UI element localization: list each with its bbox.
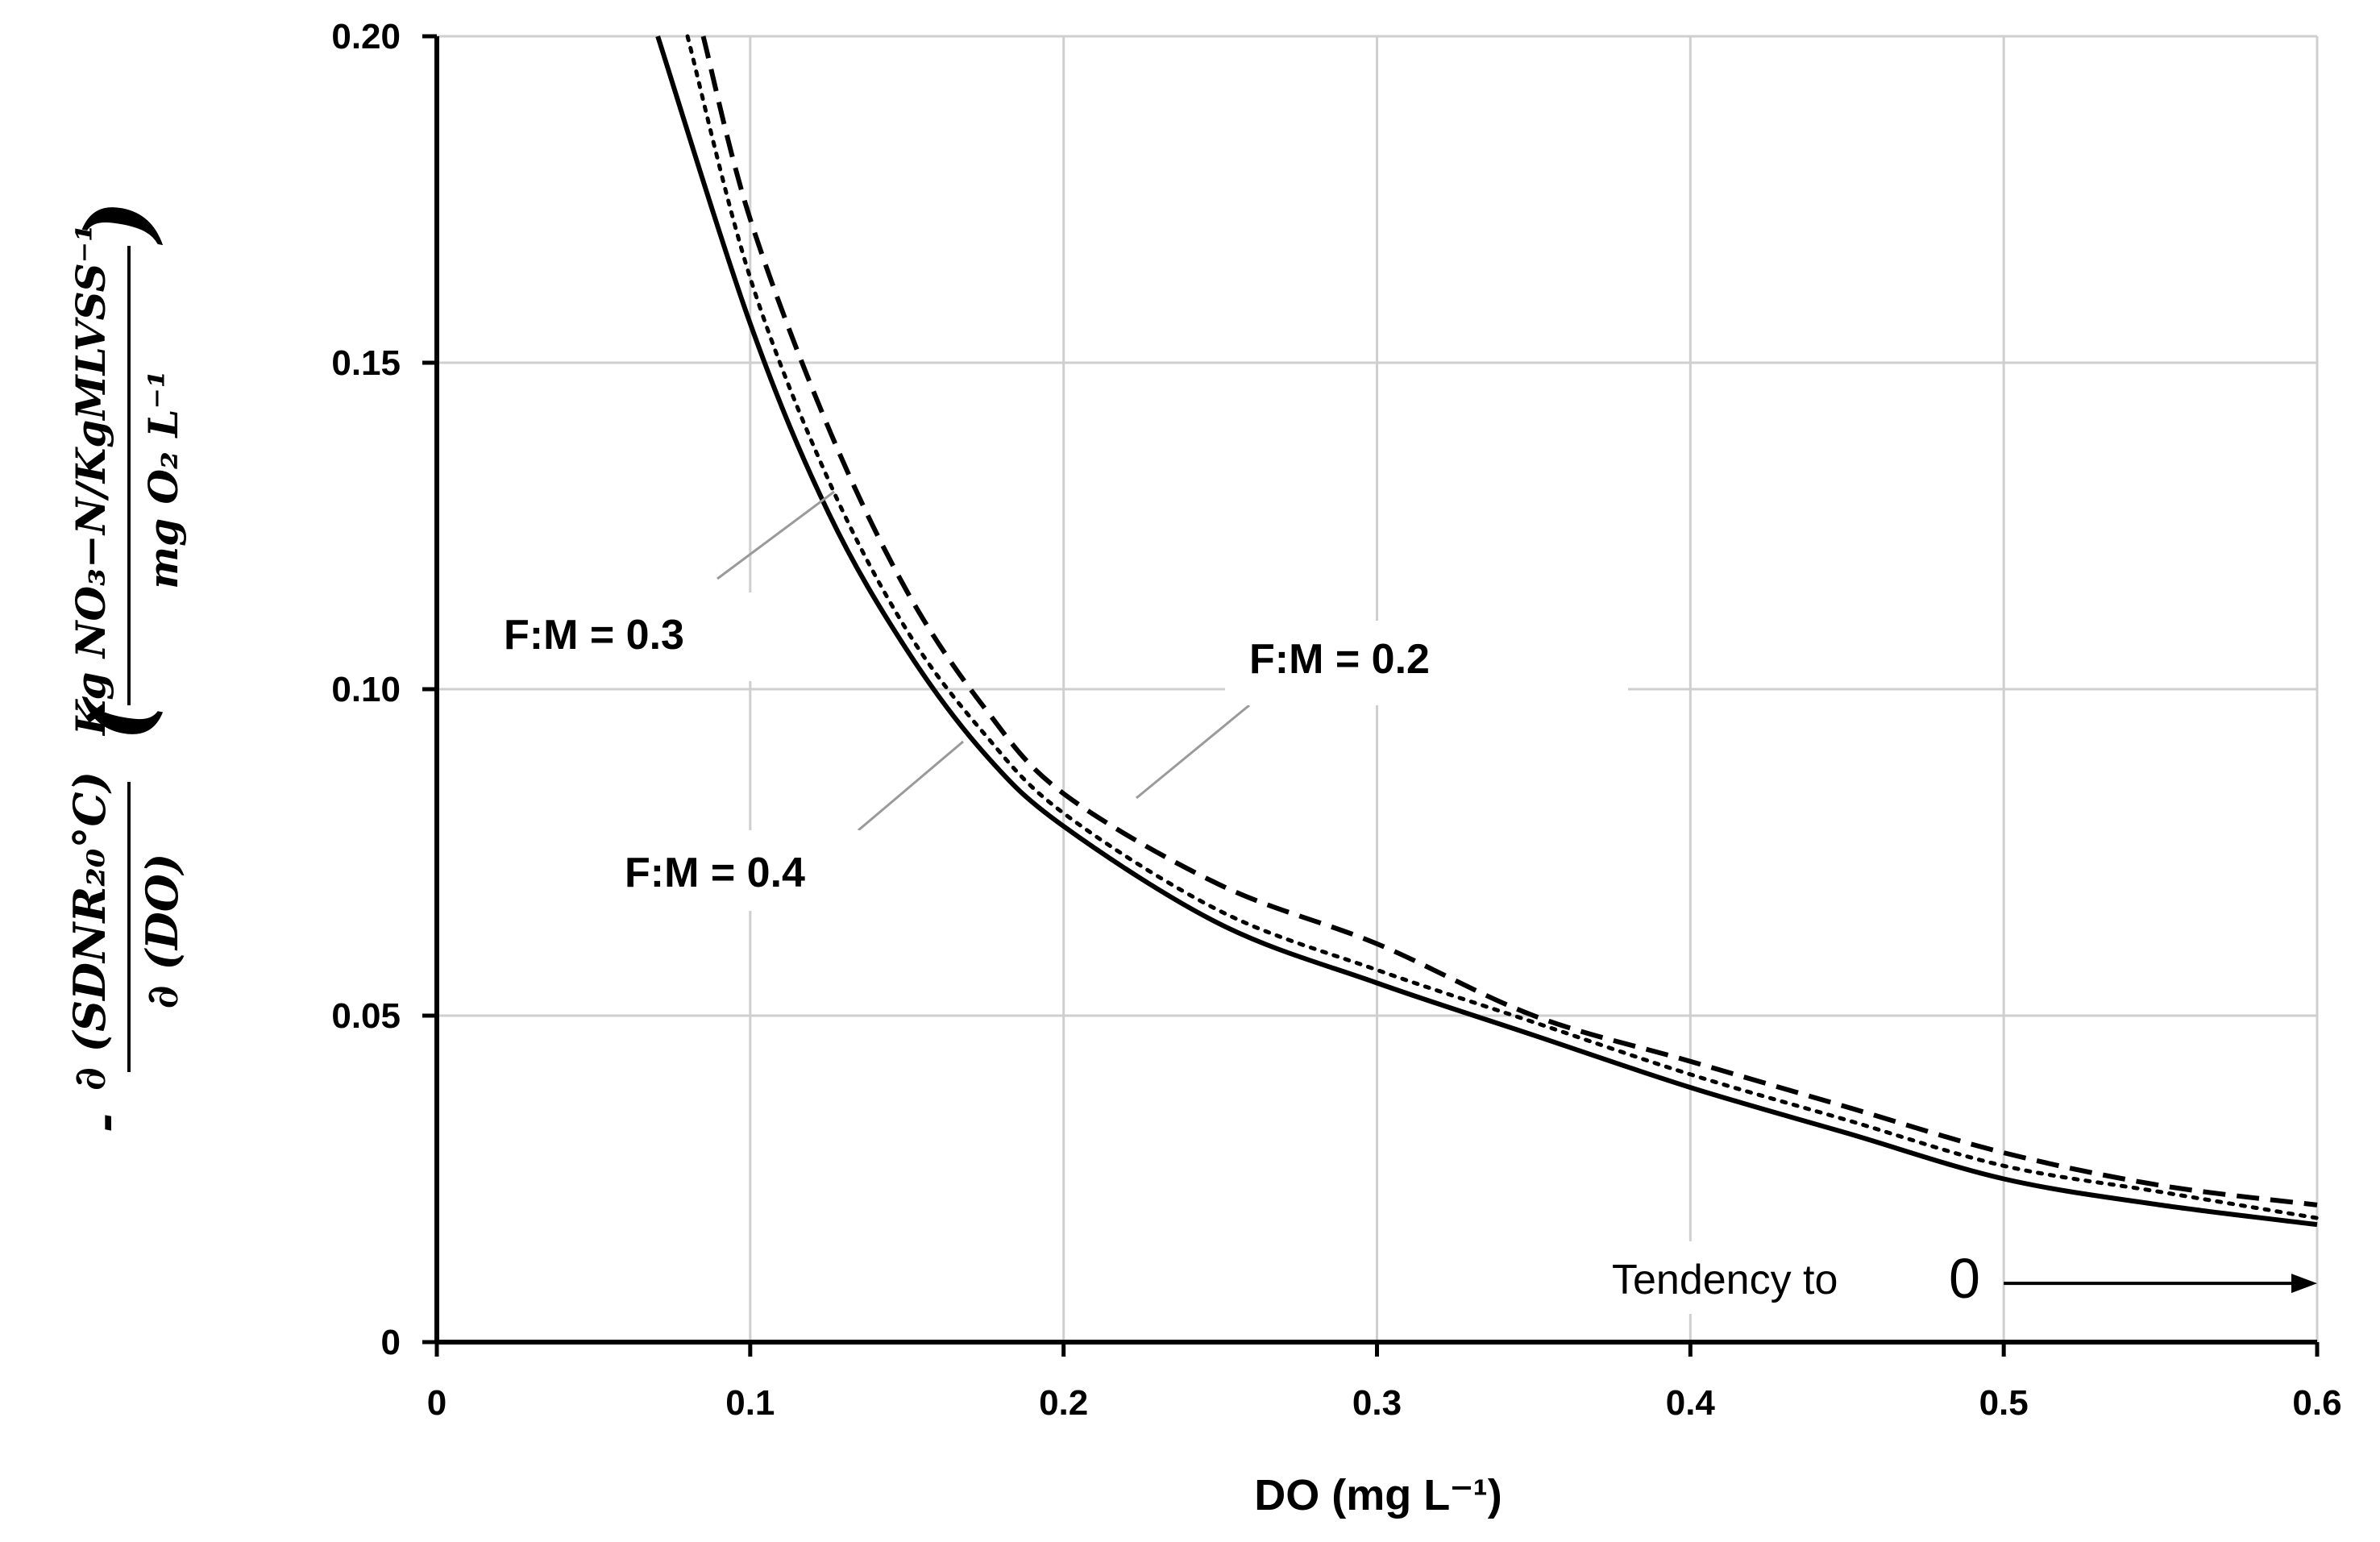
series-line-f-m-0-3 [685, 34, 2320, 1220]
tendency-label-bg [1604, 1241, 1991, 1314]
x-tick-label: 0.3 [1352, 1383, 1402, 1423]
y-title-deriv-denominator: ∂ (DO) [136, 854, 188, 1009]
series-label-fm03: F:M = 0.3 [504, 612, 684, 659]
series-label-fm04: F:M = 0.4 [625, 850, 805, 896]
x-tick-label: 0.2 [1039, 1383, 1088, 1423]
y-title-paren-close: ) [66, 200, 170, 246]
tick-labels: 0 0.1 0.2 0.3 0.4 0.5 0.6 0 0.05 0.10 0.15 0.20 [331, 17, 2341, 1423]
y-title-paren-open: ( [66, 696, 170, 742]
x-axis-title: DO (mg L⁻¹) [1254, 1471, 1502, 1519]
x-tick-label: 0.4 [1666, 1383, 1716, 1423]
series-line-f-m-0-4 [655, 35, 2318, 1228]
gridlines [437, 35, 2319, 1342]
series-line-f-m-0-2 [700, 35, 2318, 1207]
tick-marks [422, 34, 2320, 1357]
y-tick-label: 0.10 [331, 670, 401, 709]
label-bg-fm04 [600, 830, 887, 911]
y-tick-label: 0.15 [331, 343, 401, 383]
x-tick-label: 0.5 [1979, 1383, 2029, 1423]
x-tick-label: 0.6 [2292, 1383, 2341, 1423]
tendency-annotation: Tendency to 0 [1604, 1241, 2317, 1314]
tendency-arrowhead [2291, 1274, 2317, 1294]
y-tick-label: 0.05 [331, 996, 401, 1036]
tendency-text: Tendency to [1612, 1257, 1838, 1303]
series-label-fm02: F:M = 0.2 [1249, 636, 1430, 683]
series-lines [655, 34, 2320, 1228]
y-title-minus: - [77, 1113, 132, 1133]
y-title-unit-denominator: mg O₂ L⁻¹ [139, 370, 187, 589]
leader-fm02 [1136, 704, 1250, 800]
label-bg-fm03 [484, 592, 774, 681]
y-tick-label: 0.20 [331, 17, 401, 56]
leader-fm04 [858, 740, 964, 832]
x-tick-label: 0 [427, 1383, 447, 1423]
tendency-zero: 0 [1949, 1247, 1980, 1310]
y-title-deriv-numerator: ∂ (SDNR₂₀°C) [64, 771, 115, 1091]
label-bg-fm02 [1225, 621, 1628, 705]
y-tick-label: 0 [381, 1323, 401, 1362]
leader-fm03 [716, 490, 835, 580]
x-tick-label: 0.1 [725, 1383, 775, 1423]
y-title-unit-numerator: Kg NO₃−N/KgMLVSS⁻¹ [67, 224, 114, 737]
series-label-leaders [716, 490, 1250, 832]
y-axis-title: - ∂ (SDNR₂₀°C) ∂ (DO) ( Kg NO₃−N/KgMLVSS… [64, 200, 188, 1133]
